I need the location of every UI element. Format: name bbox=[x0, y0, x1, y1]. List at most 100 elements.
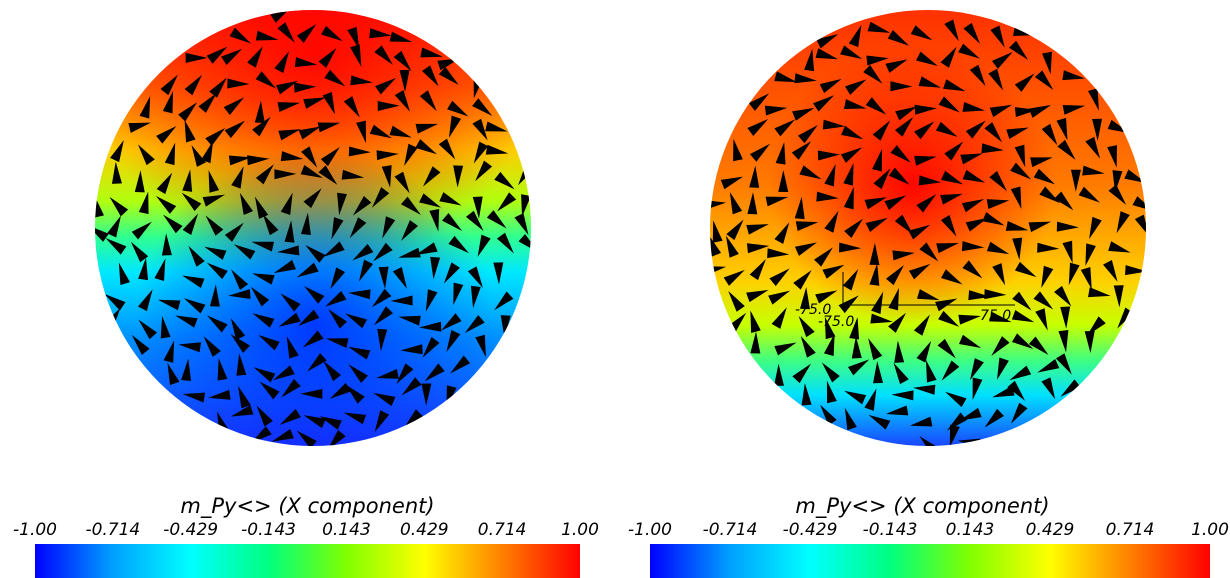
vector-arrow bbox=[157, 299, 181, 311]
vector-arrow bbox=[1086, 316, 1106, 336]
vector-arrow bbox=[446, 385, 457, 408]
vector-arrow bbox=[345, 313, 368, 329]
vector-arrow bbox=[918, 175, 942, 186]
vector-arrow bbox=[1039, 186, 1061, 204]
vector-arrow bbox=[1113, 285, 1124, 308]
vector-arrow bbox=[1132, 196, 1146, 212]
vector-arrow bbox=[913, 314, 930, 336]
vector-arrow bbox=[823, 333, 835, 357]
vector-arrow bbox=[798, 315, 815, 338]
vector-arrow bbox=[944, 141, 964, 161]
vector-arrow bbox=[228, 289, 251, 300]
vector-arrow bbox=[348, 146, 371, 157]
vector-arrow bbox=[139, 95, 151, 119]
vector-arrow bbox=[374, 410, 390, 433]
vector-arrow bbox=[307, 353, 327, 372]
vector-arrow bbox=[500, 315, 511, 338]
vector-arrow bbox=[750, 331, 761, 354]
vector-arrow bbox=[940, 46, 957, 68]
vector-arrow bbox=[278, 129, 301, 141]
vector-arrow bbox=[182, 275, 205, 289]
vector-arrow bbox=[1010, 162, 1032, 180]
vector-arrow bbox=[373, 242, 393, 262]
right-colorbar bbox=[650, 544, 1210, 578]
vector-arrow bbox=[1041, 265, 1054, 289]
vector-arrow bbox=[404, 143, 418, 166]
vector-arrow bbox=[273, 260, 296, 274]
vector-arrow bbox=[280, 192, 293, 216]
vector-arrow bbox=[178, 342, 201, 353]
colorbar-tick-label: -1.00 bbox=[628, 520, 672, 540]
vector-arrow bbox=[1068, 262, 1080, 286]
vector-arrow bbox=[514, 213, 529, 236]
vector-arrow bbox=[254, 196, 269, 219]
vector-arrow bbox=[252, 313, 275, 328]
vector-arrow bbox=[227, 78, 250, 89]
vector-arrow bbox=[866, 55, 889, 66]
vector-arrow bbox=[794, 242, 818, 256]
vector-arrow bbox=[729, 191, 743, 215]
vector-arrow bbox=[254, 100, 265, 123]
right-colorbar-title: m_Py<> (X component) bbox=[795, 494, 1050, 518]
vector-arrow bbox=[419, 193, 442, 208]
vector-arrow bbox=[209, 77, 227, 98]
vector-arrow bbox=[352, 195, 372, 216]
right-disc bbox=[710, 10, 1146, 446]
vector-arrow bbox=[228, 155, 252, 166]
vector-arrow bbox=[989, 311, 1012, 323]
right-vector-field: -75.0 -75.0 75.0 bbox=[710, 10, 1146, 446]
vector-arrow bbox=[842, 269, 859, 291]
vector-arrow bbox=[726, 219, 744, 241]
vector-arrow bbox=[992, 263, 1006, 286]
vector-arrow bbox=[419, 90, 437, 112]
vector-arrow bbox=[448, 115, 462, 138]
vector-arrow bbox=[164, 142, 176, 166]
vector-arrow bbox=[843, 163, 854, 186]
vector-arrow bbox=[872, 120, 891, 141]
vector-arrow bbox=[820, 404, 837, 426]
vector-arrow bbox=[1041, 123, 1058, 146]
vector-arrow bbox=[989, 170, 1008, 192]
vector-arrow bbox=[795, 221, 819, 232]
vector-arrow bbox=[296, 430, 317, 446]
vector-arrow bbox=[813, 95, 835, 112]
vector-arrow bbox=[318, 47, 337, 68]
vector-arrow bbox=[204, 246, 227, 260]
vector-arrow bbox=[914, 104, 937, 115]
vector-arrow bbox=[294, 57, 318, 68]
vector-arrow bbox=[774, 119, 796, 137]
vector-arrow bbox=[791, 141, 812, 160]
colorbar-tick-label: -0.143 bbox=[862, 520, 918, 540]
vector-arrow bbox=[965, 217, 988, 232]
vector-arrow bbox=[940, 193, 963, 205]
right-panel: -75.0 -75.0 75.0 m_Py<> (X component) -1… bbox=[615, 0, 1230, 578]
vector-arrow bbox=[865, 217, 888, 233]
right-colorbar-ticks: -1.00 -0.714 -0.429 -0.143 0.143 0.429 0.714 1.… bbox=[628, 520, 1229, 542]
vector-arrow bbox=[824, 164, 836, 187]
vector-arrow bbox=[1028, 104, 1052, 118]
vector-arrow bbox=[949, 424, 960, 446]
vector-arrow bbox=[1089, 216, 1102, 240]
vector-arrow bbox=[797, 124, 818, 144]
vector-arrow bbox=[470, 285, 481, 309]
vector-arrow bbox=[303, 415, 326, 429]
vector-arrow bbox=[184, 119, 196, 143]
vector-arrow bbox=[450, 355, 471, 374]
vector-arrow bbox=[944, 19, 959, 42]
vector-arrow bbox=[156, 126, 177, 144]
vector-arrow bbox=[710, 199, 727, 210]
vector-arrow bbox=[1028, 221, 1052, 233]
left-vector-field bbox=[95, 10, 531, 446]
axis-label-right: 75.0 bbox=[980, 308, 1011, 324]
vector-arrow bbox=[941, 170, 964, 185]
vector-arrow bbox=[472, 196, 483, 219]
vector-arrow bbox=[319, 416, 342, 430]
vector-arrow bbox=[838, 242, 862, 253]
vector-arrow bbox=[1078, 186, 1100, 203]
vector-arrow bbox=[274, 51, 290, 73]
vector-arrow bbox=[377, 328, 388, 352]
vector-arrow bbox=[848, 24, 862, 48]
vector-arrow bbox=[181, 358, 192, 381]
colorbar-tick-label: -0.429 bbox=[163, 520, 219, 540]
vector-arrow bbox=[936, 243, 959, 254]
